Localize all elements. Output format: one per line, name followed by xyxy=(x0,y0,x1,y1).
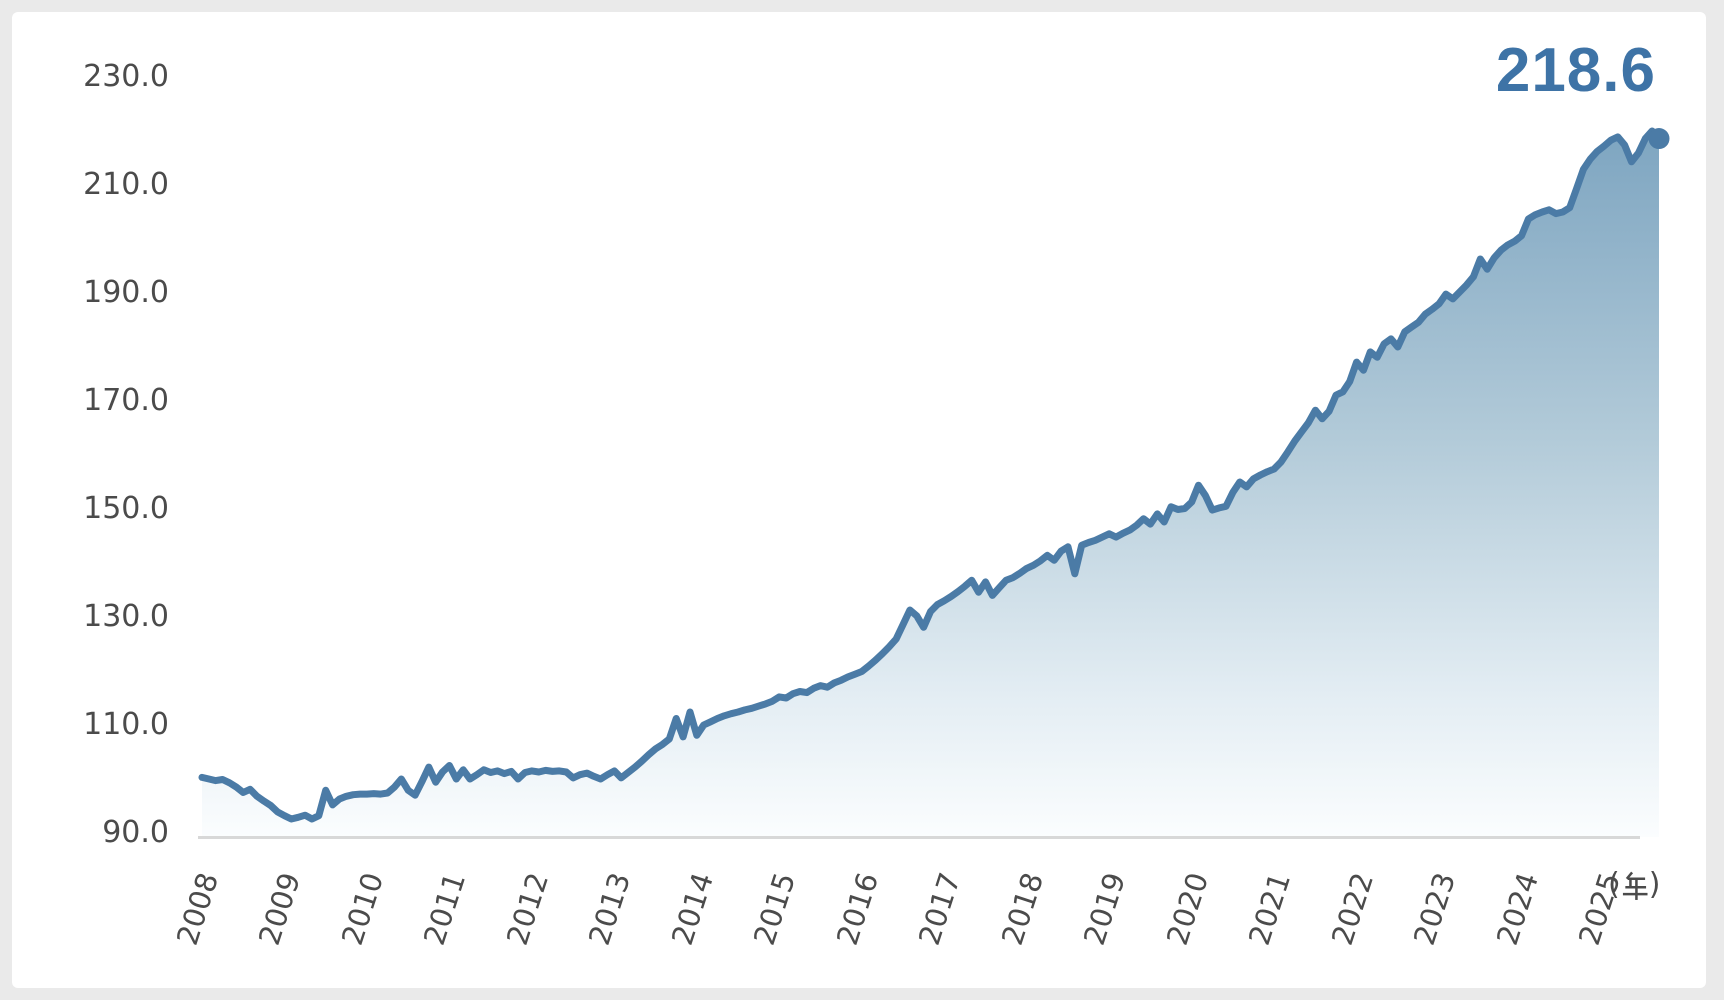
latest-value-label: 218.6 xyxy=(1495,36,1656,105)
y-tick-label: 170.0 xyxy=(83,383,169,418)
chart-card: 230.0 210.0 190.0 170.0 150.0 130.0 110.0 90.0 … xyxy=(12,12,1706,988)
y-tick-label: 210.0 xyxy=(83,167,169,202)
y-tick-label: 110.0 xyxy=(83,707,169,742)
y-tick-label: 130.0 xyxy=(83,599,169,634)
y-tick-label: 150.0 xyxy=(83,491,169,526)
x-axis-unit-label: ( ) xyxy=(1608,870,1660,900)
price-index-area-chart xyxy=(198,127,1670,839)
y-tick-label: 190.0 xyxy=(83,275,169,310)
unit-paren-open: ( xyxy=(1608,867,1620,902)
y-tick-label: 230.0 xyxy=(83,59,169,94)
series-area-fill xyxy=(202,131,1659,837)
y-tick-label: 90.0 xyxy=(102,815,169,850)
year-kanji-glyph xyxy=(1622,871,1648,900)
last-point-marker xyxy=(1648,128,1670,150)
series-line xyxy=(198,127,1663,823)
unit-paren-close: ) xyxy=(1648,867,1661,902)
